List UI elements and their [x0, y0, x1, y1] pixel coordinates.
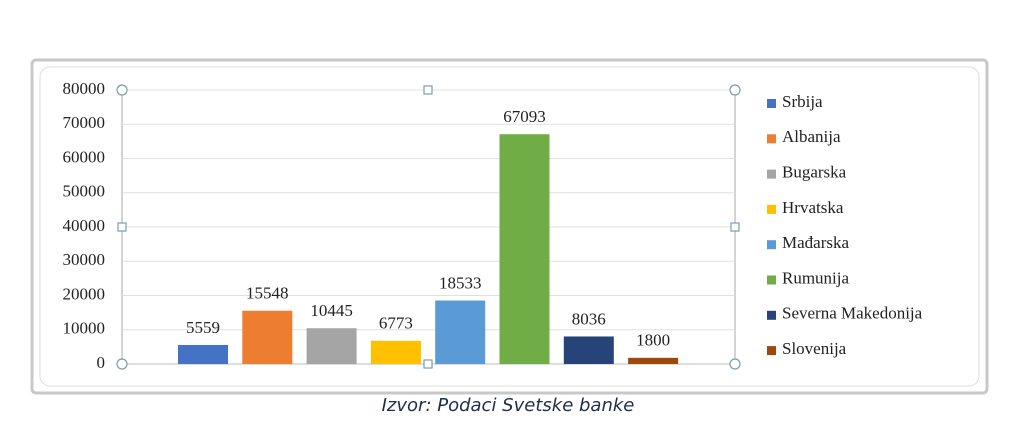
y-tick-label: 70000	[63, 113, 106, 132]
chart-inner-frame	[39, 66, 980, 387]
legend-swatch	[767, 99, 776, 108]
y-tick-label: 80000	[63, 79, 106, 98]
legend-label: Albanija	[782, 127, 841, 146]
handle	[116, 84, 128, 96]
bar	[370, 340, 421, 364]
data-label: 10445	[310, 301, 353, 320]
legend-swatch	[767, 204, 776, 214]
handle	[729, 358, 741, 370]
legend-swatch	[767, 346, 776, 356]
bar	[499, 134, 550, 364]
y-tick-label: 60000	[63, 147, 106, 166]
y-tick-label: 50000	[63, 182, 106, 201]
legend-label: Rumunija	[782, 268, 850, 287]
y-tick-label: 30000	[63, 250, 106, 269]
legend-swatch	[767, 310, 776, 320]
handle	[729, 84, 741, 96]
legend-swatch	[767, 169, 776, 179]
data-label: 8036	[572, 309, 606, 328]
data-label: 6773	[379, 314, 413, 333]
handle	[116, 358, 128, 370]
y-tick-label: 20000	[63, 284, 106, 303]
caption: Izvor: Podaci Svetske banke	[382, 395, 635, 416]
y-tick-label: 0	[97, 353, 106, 372]
legend-swatch	[767, 275, 776, 285]
bar	[435, 300, 486, 364]
legend-label: Slovenija	[782, 339, 847, 358]
data-label: 5559	[186, 318, 220, 337]
legend-label: Hrvatska	[782, 198, 844, 217]
data-label: 18533	[439, 273, 482, 292]
legend-swatch	[767, 240, 776, 250]
handle	[423, 359, 433, 369]
bar	[563, 336, 614, 364]
legend-label: Mađarska	[782, 233, 849, 252]
data-label: 67093	[503, 107, 546, 126]
legend-swatch	[767, 134, 776, 144]
handle	[730, 222, 740, 232]
y-tick-label: 10000	[63, 319, 106, 338]
legend-label: Severna Makedonija	[782, 304, 923, 323]
legend-label: Bugarska	[782, 163, 847, 182]
selection-handles	[116, 84, 741, 370]
data-label: 1800	[636, 331, 670, 350]
y-tick-label: 40000	[63, 216, 106, 235]
handle	[423, 85, 433, 95]
bar	[306, 328, 357, 364]
bar	[178, 344, 228, 364]
bar	[628, 357, 679, 364]
data-label: 15548	[246, 284, 289, 303]
legend-label: Srbija	[782, 92, 823, 111]
bar	[242, 310, 293, 364]
handle	[117, 222, 127, 232]
